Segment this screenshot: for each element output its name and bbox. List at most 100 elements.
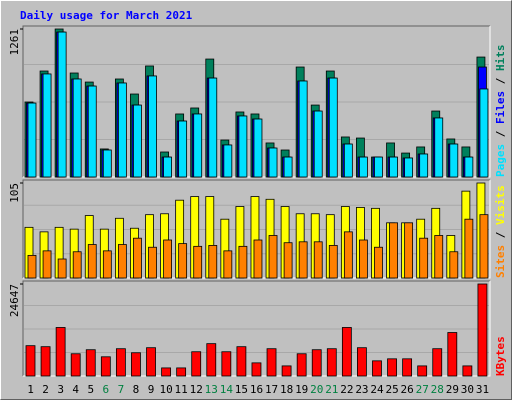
bar	[374, 156, 383, 178]
bar	[419, 153, 429, 178]
bar	[178, 243, 188, 279]
bar	[40, 346, 51, 377]
x-tick-label: 18	[280, 383, 293, 396]
bar	[357, 347, 367, 377]
x-tick-label: 13	[205, 383, 218, 396]
legend-entry: Visits	[494, 185, 507, 225]
bar	[268, 235, 278, 279]
bar	[341, 327, 352, 377]
bar	[72, 78, 82, 178]
legend-entry: Files	[494, 91, 507, 124]
bar	[462, 365, 473, 377]
bar	[193, 113, 203, 178]
bar	[223, 250, 233, 279]
x-tick-label: 31	[476, 383, 489, 396]
bar	[57, 258, 67, 279]
legend-entry: Hits	[494, 45, 507, 72]
bar	[404, 222, 414, 279]
x-tick-label: 27	[416, 383, 429, 396]
legend-separator: /	[494, 71, 507, 91]
bar	[27, 254, 37, 279]
bar	[238, 115, 248, 178]
bar	[163, 156, 172, 178]
bar	[87, 244, 97, 279]
bar	[477, 283, 488, 377]
bar	[387, 358, 397, 377]
legend-separator: /	[494, 124, 507, 144]
bar	[281, 365, 292, 377]
plot-border	[22, 25, 490, 177]
bar	[238, 245, 248, 279]
bar	[57, 31, 67, 178]
bar	[117, 82, 127, 178]
y-tick-label: 1261	[8, 29, 21, 56]
bar	[464, 156, 474, 178]
x-tick-label: 7	[118, 383, 125, 396]
bar	[193, 245, 203, 279]
bar	[283, 156, 293, 178]
bar	[434, 117, 444, 178]
bar	[447, 332, 458, 377]
bar	[449, 143, 459, 178]
bar	[131, 352, 141, 377]
legend-entry: KBytes	[494, 336, 507, 376]
bar	[359, 156, 368, 178]
x-tick-label: 11	[175, 383, 188, 396]
bar	[343, 231, 353, 279]
x-tick-label: 5	[87, 383, 94, 396]
x-tick-label: 20	[310, 383, 323, 396]
bar	[133, 237, 142, 279]
bar	[432, 348, 443, 377]
bar	[148, 75, 157, 178]
bar	[343, 143, 353, 178]
bar	[389, 156, 398, 178]
bar	[70, 353, 81, 377]
legend-separator: /	[494, 225, 507, 245]
bar	[328, 245, 338, 279]
bar	[163, 239, 172, 279]
legend: Pages / Files / Hits	[494, 45, 507, 178]
bar	[42, 250, 52, 279]
bar	[208, 77, 218, 178]
bar	[72, 251, 82, 279]
chart-title: Daily usage for March 2021	[20, 9, 193, 22]
x-tick-label: 22	[340, 383, 353, 396]
bar	[449, 251, 459, 279]
bar	[404, 157, 414, 178]
bar	[417, 365, 428, 377]
bar	[133, 104, 142, 178]
bar	[372, 360, 382, 377]
bar	[115, 348, 126, 377]
bar	[102, 149, 112, 178]
bar	[25, 345, 36, 377]
bar	[266, 348, 277, 377]
legend: Sites / Visits	[494, 185, 507, 278]
x-tick-label: 14	[220, 383, 234, 396]
bar	[389, 222, 398, 279]
bar	[161, 367, 171, 377]
bar	[146, 347, 156, 377]
bar	[27, 102, 37, 178]
bar	[326, 348, 337, 377]
x-tick-label: 24	[370, 383, 384, 396]
bar	[178, 120, 188, 178]
x-tick-label: 9	[148, 383, 155, 396]
bar	[313, 241, 323, 279]
bar	[206, 343, 217, 377]
bar	[328, 77, 338, 178]
plot-border	[22, 280, 490, 376]
y-tick-label: 24647	[8, 284, 21, 317]
bar	[283, 242, 293, 279]
x-tick-label: 10	[159, 383, 172, 396]
bar	[223, 144, 233, 178]
x-tick-label: 17	[265, 383, 278, 396]
bar	[479, 214, 489, 279]
x-tick-label: 2	[42, 383, 49, 396]
bar	[402, 358, 413, 377]
bar	[313, 110, 323, 178]
bar	[236, 346, 247, 377]
bar	[268, 147, 278, 178]
bar	[87, 85, 97, 178]
x-tick-label: 21	[325, 383, 338, 396]
bar	[191, 351, 202, 377]
